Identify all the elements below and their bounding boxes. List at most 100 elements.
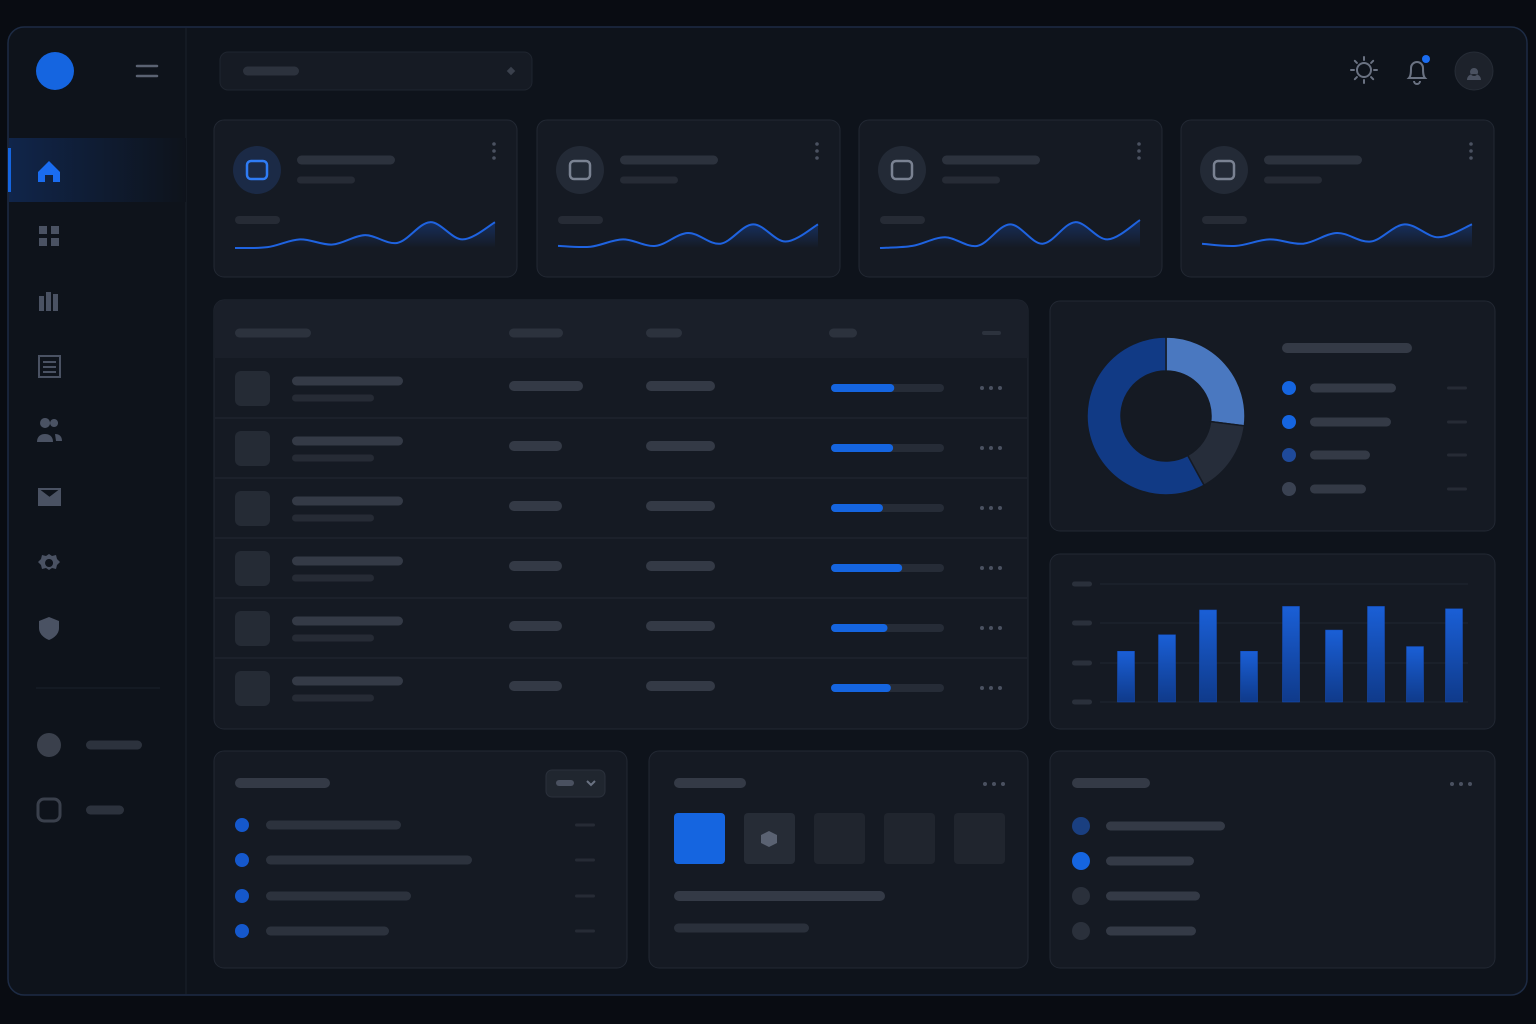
placeholder-text xyxy=(292,616,403,626)
avatar-glyph xyxy=(1467,68,1481,80)
table-header xyxy=(214,300,1028,358)
placeholder-text xyxy=(509,501,562,511)
menu-dot xyxy=(989,566,993,570)
placeholder-text xyxy=(620,176,678,184)
row-avatar xyxy=(235,671,270,706)
action-tile[interactable] xyxy=(674,813,725,864)
row-menu[interactable] xyxy=(980,566,1002,570)
bar xyxy=(1158,634,1176,703)
placeholder-text xyxy=(1202,216,1247,224)
menu-dot xyxy=(998,506,1002,510)
nav-item[interactable] xyxy=(20,146,170,194)
nav-hit[interactable] xyxy=(20,212,170,260)
nav-item[interactable] xyxy=(20,473,170,521)
nav-item[interactable] xyxy=(20,342,170,390)
legend-dot xyxy=(1282,415,1296,429)
sidebar-bottom-icon[interactable] xyxy=(36,797,62,823)
search-bar[interactable] xyxy=(219,51,533,91)
nav-hit[interactable] xyxy=(20,408,170,456)
nav-hit[interactable] xyxy=(20,342,170,390)
placeholder-text xyxy=(646,328,682,338)
row-avatar xyxy=(235,491,270,526)
logo xyxy=(36,52,74,90)
placeholder-text xyxy=(646,561,715,571)
nav-item[interactable] xyxy=(20,408,170,456)
action-tile[interactable] xyxy=(884,813,935,864)
list-dot xyxy=(235,889,249,903)
placeholder-text xyxy=(292,394,374,402)
sun-ray xyxy=(1353,59,1358,64)
nav-item[interactable] xyxy=(20,212,170,260)
dropdown[interactable] xyxy=(545,769,606,798)
stat-icon-bg xyxy=(1200,146,1248,194)
row-menu[interactable] xyxy=(980,626,1002,630)
placeholder-text xyxy=(1106,891,1200,901)
nav-active-indicator xyxy=(8,148,11,192)
placeholder-text xyxy=(292,496,403,506)
placeholder-text xyxy=(266,926,389,936)
status-dot xyxy=(1072,887,1090,905)
stat-icon xyxy=(1212,159,1236,181)
menu-dot xyxy=(980,506,984,510)
nav-item[interactable] xyxy=(20,277,170,325)
menu-dot xyxy=(1137,149,1141,153)
menu-dot xyxy=(980,686,984,690)
placeholder-text xyxy=(575,929,595,933)
sun-ray xyxy=(1370,59,1375,64)
bar xyxy=(1325,629,1343,703)
stat-icon xyxy=(890,159,914,181)
placeholder-text xyxy=(942,155,1040,165)
sun-ray xyxy=(1370,76,1375,81)
nav-item[interactable] xyxy=(20,604,170,652)
placeholder-text xyxy=(1264,155,1362,165)
legend-dot xyxy=(1282,448,1296,462)
placeholder-text xyxy=(509,441,562,451)
placeholder-text xyxy=(509,381,583,391)
status-dot xyxy=(1072,922,1090,940)
progress-fill xyxy=(831,624,888,632)
sun-ray xyxy=(1353,76,1358,81)
placeholder-text xyxy=(292,454,374,462)
placeholder-text xyxy=(266,891,411,901)
placeholder-text xyxy=(292,514,374,522)
sparkline-area xyxy=(558,224,818,248)
placeholder-text xyxy=(575,823,595,827)
placeholder-text xyxy=(1282,343,1412,353)
menu-dot xyxy=(980,446,984,450)
menu-dot xyxy=(1450,782,1454,786)
row-menu[interactable] xyxy=(980,506,1002,510)
bar xyxy=(1367,606,1385,703)
menu-dot xyxy=(1459,782,1463,786)
placeholder-text xyxy=(235,778,330,788)
bar xyxy=(1406,646,1424,703)
menu-dot xyxy=(1468,782,1472,786)
menu-dot xyxy=(989,626,993,630)
placeholder-text xyxy=(292,556,403,566)
placeholder-text xyxy=(1447,420,1467,424)
sparkline xyxy=(234,221,496,250)
bar-chart-card xyxy=(1049,553,1496,730)
bar xyxy=(1445,608,1463,703)
menu-dot xyxy=(492,142,496,146)
row-menu[interactable] xyxy=(980,386,1002,390)
placeholder-text xyxy=(646,501,715,511)
action-tile[interactable] xyxy=(954,813,1005,864)
placeholder-text xyxy=(1310,417,1391,427)
action-tile[interactable] xyxy=(814,813,865,864)
row-menu[interactable] xyxy=(980,686,1002,690)
sidebar-bottom-icon[interactable] xyxy=(37,733,61,757)
nav-item[interactable] xyxy=(20,538,170,586)
notifications[interactable] xyxy=(1406,61,1428,85)
row-avatar xyxy=(235,431,270,466)
nav-icon xyxy=(39,226,59,246)
menu-dot xyxy=(989,446,993,450)
menu-dot xyxy=(998,566,1002,570)
stat-icon-bg xyxy=(878,146,926,194)
row-menu[interactable] xyxy=(980,446,1002,450)
status-dot xyxy=(1072,852,1090,870)
placeholder-text xyxy=(1447,487,1467,491)
menu-toggle[interactable] xyxy=(135,64,159,78)
theme-toggle[interactable] xyxy=(1350,56,1378,84)
placeholder-text xyxy=(292,574,374,582)
